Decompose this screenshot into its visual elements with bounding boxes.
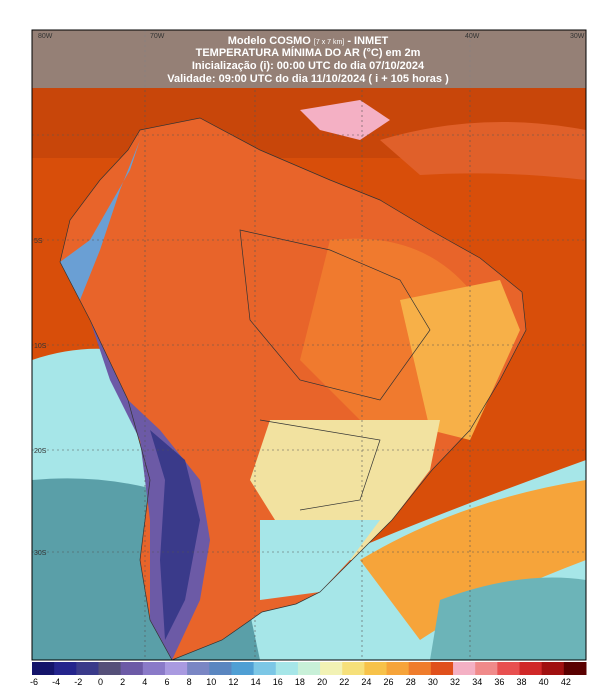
legend-label: -4 [52,677,60,687]
color-swatch [342,662,365,675]
color-swatch [320,662,343,675]
source: - INMET [347,35,388,47]
header-model-line: Modelo COSMO [7 x 7 km] - INMET [228,35,389,47]
legend-label: 34 [472,677,482,687]
color-legend: -6 -4 -2 0 2 4 6 8 10 12 14 16 18 20 22 24 26 28 30 32 34 36 3… [30,662,587,687]
legend-label: 18 [295,677,305,687]
color-swatch [187,662,210,675]
legend-label: 28 [406,677,416,687]
resolution: [7 x 7 km] [314,39,344,46]
legend-label: -6 [30,677,38,687]
legend-label: 0 [98,677,103,687]
grid-label: 30S [34,550,47,557]
legend-label: 22 [339,677,349,687]
color-swatch [275,662,299,675]
model: Modelo COSMO [228,35,312,47]
color-swatch [408,662,432,675]
legend-label: 36 [494,677,504,687]
color-swatch [98,662,122,675]
color-swatch [32,662,55,675]
grid-label: 20S [34,448,47,455]
color-swatch [453,662,476,675]
legend-label: 12 [228,677,238,687]
grid-label: 30W [570,33,585,40]
grid-label: 80W [38,33,53,40]
color-swatch [209,662,232,675]
legend-label: 24 [361,677,371,687]
legend-label: 6 [164,677,169,687]
title: TEMPERATURA MÍNIMA DO AR (°C) em 2m [196,46,421,59]
color-swatch [497,662,521,675]
legend-label: 4 [142,677,147,687]
color-swatch [519,662,543,675]
color-swatch [231,662,255,675]
legend-label: 10 [206,677,216,687]
color-swatch [386,662,410,675]
legend-label: 38 [517,677,527,687]
legend-label: 16 [273,677,283,687]
legend-label: 32 [450,677,460,687]
color-swatch [297,662,321,675]
legend-label: 42 [561,677,571,687]
grid-label: 70W [150,33,165,40]
color-swatch [541,662,565,675]
legend-label: 8 [187,677,192,687]
color-swatch [164,662,188,675]
color-swatch [364,662,388,675]
init-time: Inicialização (i): 00:00 UTC do dia 07/1… [192,60,425,72]
color-swatch [142,662,166,675]
grid-label: 10S [34,343,47,350]
color-swatch [76,662,99,675]
legend-label: 40 [539,677,549,687]
valid-time: Validade: 09:00 UTC do dia 11/10/2024 ( … [167,73,449,85]
color-swatch [54,662,77,675]
legend-label: 14 [251,677,261,687]
legend-label: 26 [384,677,394,687]
color-swatch [120,662,144,675]
color-swatch [475,662,498,675]
color-swatch [563,662,587,675]
legend-label: -2 [74,677,82,687]
legend-label: 2 [120,677,125,687]
color-swatch [253,662,277,675]
grid-label: 40W [465,33,480,40]
color-swatch [430,662,454,675]
map [32,30,586,660]
legend-label: 20 [317,677,327,687]
grid-label: 5S [34,238,43,245]
legend-label: 30 [428,677,438,687]
